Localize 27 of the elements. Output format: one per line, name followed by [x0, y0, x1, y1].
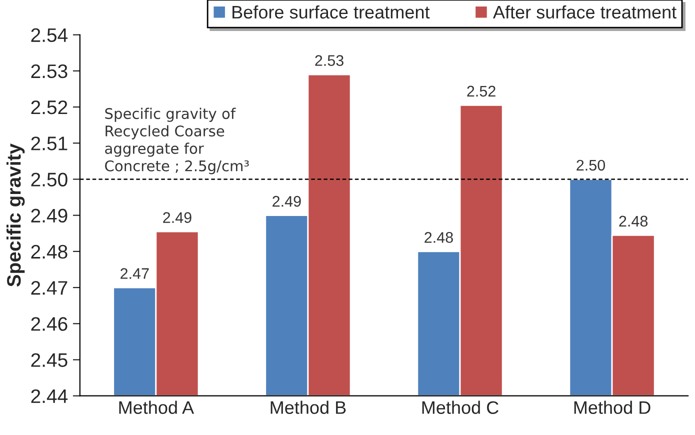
x-tick-label: Method C	[422, 400, 498, 414]
text: 2.48	[31, 244, 68, 259]
data-label: 2.49	[163, 212, 192, 223]
text: 2.54	[31, 28, 68, 42]
legend-label: Before surface treatment	[232, 5, 430, 19]
y-axis-title: Specific gravity	[6, 144, 25, 287]
text: 2.51	[31, 136, 68, 150]
data-label: 2.52	[467, 86, 496, 97]
text: 2.50	[31, 172, 68, 186]
text: 2.47	[31, 281, 68, 295]
data-label: 2.47	[120, 268, 149, 279]
data-label: 2.48	[619, 216, 648, 227]
data-label: 2.53	[315, 55, 344, 66]
ref-line-label: Specific gravity of Recycled Coarse aggregate for Concrete ; 2.5g/cm³	[105, 108, 249, 174]
text: 2.45	[31, 353, 68, 367]
text: 2.49	[31, 208, 68, 223]
text: 2.46	[31, 317, 68, 331]
data-label: 2.48	[424, 232, 453, 243]
text: 2.52	[31, 100, 68, 114]
x-tick-label: Method A	[119, 400, 194, 414]
text: 2.53	[31, 64, 68, 78]
x-tick-label: Method D	[574, 400, 650, 414]
text: 2.44	[31, 389, 68, 403]
data-label: 2.49	[272, 196, 301, 207]
data-label: 2.50	[576, 160, 606, 171]
legend-label: After surface treatment	[492, 5, 676, 19]
x-tick-label: Method B	[270, 400, 346, 414]
